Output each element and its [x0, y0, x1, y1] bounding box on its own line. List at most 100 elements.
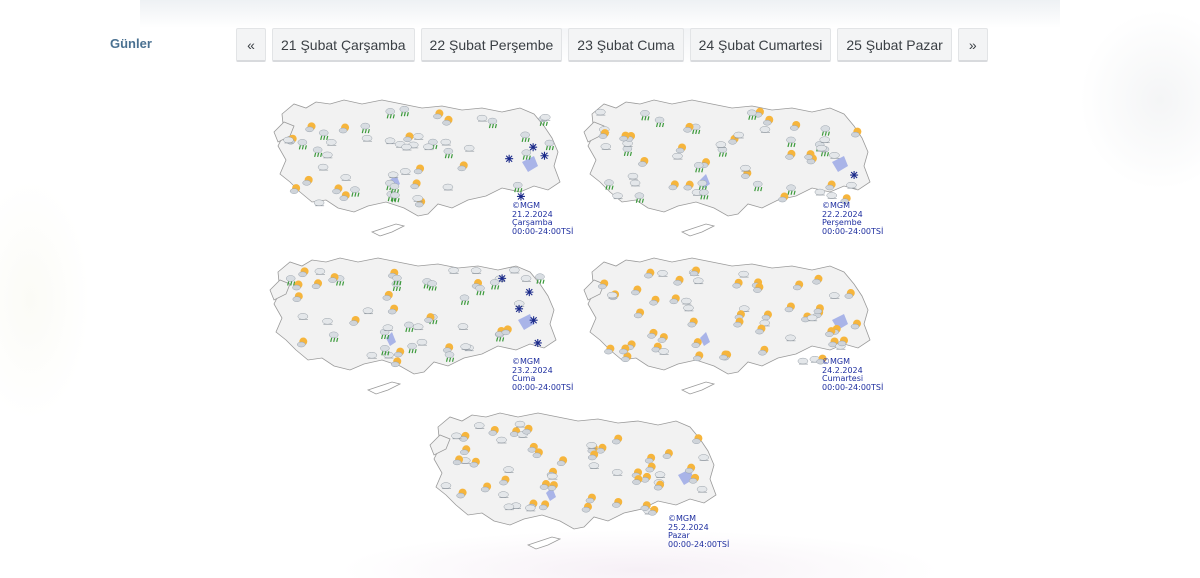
rain-showers-icon [752, 180, 763, 192]
cloudy-icon [816, 144, 827, 152]
rain-showers-icon [820, 125, 831, 136]
cloudy-icon [400, 168, 411, 175]
cyprus-outline [370, 223, 406, 237]
cloudy-icon [829, 292, 840, 299]
cloudy-icon [586, 442, 597, 449]
partly-cloudy-icon [789, 120, 801, 131]
snow-icon [515, 304, 524, 313]
cloudy-icon [382, 324, 394, 332]
partly-cloudy-icon [633, 308, 645, 319]
cloudy-icon [740, 164, 751, 172]
rain-showers-icon [459, 294, 470, 305]
rain-showers-icon [622, 145, 633, 157]
partly-cloudy-icon [382, 290, 393, 301]
cloudy-icon [416, 338, 428, 346]
cloudy-icon [520, 275, 532, 282]
partly-cloudy-icon [390, 357, 402, 368]
forecast-map-4: ©MGM 24.2.2024 Cumartesi 00:00-24:00TSİ [582, 250, 892, 398]
next-day-button[interactable]: » [957, 28, 988, 62]
day-tab-25[interactable]: 25 Şubat Pazar [837, 28, 952, 62]
partly-cloudy-icon [719, 350, 730, 361]
rain-showers-icon [535, 273, 545, 284]
day-tab-24[interactable]: 24 Şubat Cumartesi [689, 28, 832, 62]
map-day: Cuma [512, 374, 536, 383]
map-date: 25.2.2024 [668, 522, 709, 532]
partly-cloudy-icon [328, 273, 339, 283]
cloudy-icon [672, 152, 683, 160]
cloudy-icon [658, 348, 669, 355]
turkey-outline [433, 412, 717, 530]
partly-cloudy-icon [619, 344, 630, 355]
day-pager: « 21 Şubat Çarşamba 22 Şubat Perşembe 23… [236, 28, 988, 62]
cloudy-icon [412, 323, 424, 331]
cloudy-icon [314, 268, 326, 275]
cloudy-icon [819, 136, 830, 144]
cloudy-icon [503, 503, 515, 511]
turkey-map [273, 99, 561, 237]
cloudy-icon [696, 485, 708, 493]
partly-cloudy-icon [596, 443, 607, 454]
partly-cloudy-icon [693, 351, 704, 362]
partly-cloudy-icon [632, 475, 643, 485]
rain-showers-icon [390, 191, 400, 203]
cloudy-icon [759, 126, 771, 133]
map-hours: 00:00-24:00TSİ [668, 539, 730, 549]
cloudy-icon [317, 163, 329, 171]
partly-cloudy-icon [611, 434, 623, 445]
cloudy-icon [622, 140, 633, 147]
day-tab-22[interactable]: 22 Şubat Perşembe [420, 28, 563, 62]
cloudy-icon [440, 138, 452, 146]
partly-cloudy-icon [410, 179, 421, 190]
snow-icon [529, 316, 538, 325]
map-hours: 00:00-24:00TSİ [822, 382, 884, 392]
map-caption: ©MGM 23.2.2024 Cuma 00:00-24:00TSİ [512, 357, 573, 392]
map-date: 22.2.2024 [822, 209, 863, 219]
thrace-outline [273, 121, 295, 143]
cloudy-icon [384, 137, 396, 145]
cloudy-icon [387, 171, 399, 179]
rain-showers-icon [521, 149, 532, 160]
partly-cloudy-icon [758, 345, 769, 356]
map-caption: ©MGM 25.2.2024 Pazar 00:00-24:00TSİ [668, 514, 730, 549]
snow-icon [850, 171, 859, 180]
partly-cloudy-icon [734, 310, 745, 321]
partly-cloudy-icon [393, 347, 405, 358]
cloudy-icon [540, 114, 551, 121]
cloudy-icon [829, 152, 840, 159]
snow-icon [516, 192, 525, 201]
partly-cloudy-icon [292, 292, 303, 302]
cloudy-icon [600, 143, 612, 150]
partly-cloudy-icon [631, 285, 642, 296]
day-tab-23[interactable]: 23 Şubat Cuma [568, 28, 684, 62]
rain-showers-icon [297, 139, 308, 150]
partly-cloudy-icon [785, 149, 796, 160]
snow-icon [505, 154, 514, 163]
rain-showers-icon [634, 192, 645, 203]
cloudy-icon [509, 266, 520, 274]
rain-showers-icon [697, 179, 708, 191]
rain-showers-icon [389, 183, 400, 194]
cloudy-icon [627, 172, 639, 180]
cloudy-icon [361, 134, 373, 142]
partly-cloudy-icon [433, 109, 444, 120]
day-tab-21[interactable]: 21 Şubat Çarşamba [272, 28, 415, 62]
rain-showers-icon [399, 105, 410, 117]
partly-cloudy-icon [825, 327, 836, 337]
partly-cloudy-icon [692, 434, 703, 444]
turkey-map [429, 412, 717, 550]
partly-cloudy-icon [302, 175, 313, 186]
map-day: Çarşamba [512, 218, 553, 227]
cloudy-icon [470, 267, 482, 274]
snow-icon [540, 151, 549, 160]
cloudy-icon [797, 357, 809, 365]
partly-cloudy-icon [812, 274, 823, 285]
turkey-outline [587, 99, 871, 217]
rain-showers-icon [350, 186, 360, 197]
prev-day-button[interactable]: « [236, 28, 266, 62]
cloudy-icon [733, 131, 745, 139]
partly-cloudy-icon [688, 473, 700, 484]
map-date: 21.2.2024 [512, 209, 553, 219]
rain-showers-icon [699, 189, 709, 200]
partly-cloudy-icon [804, 150, 815, 160]
partly-cloudy-icon [792, 280, 804, 291]
